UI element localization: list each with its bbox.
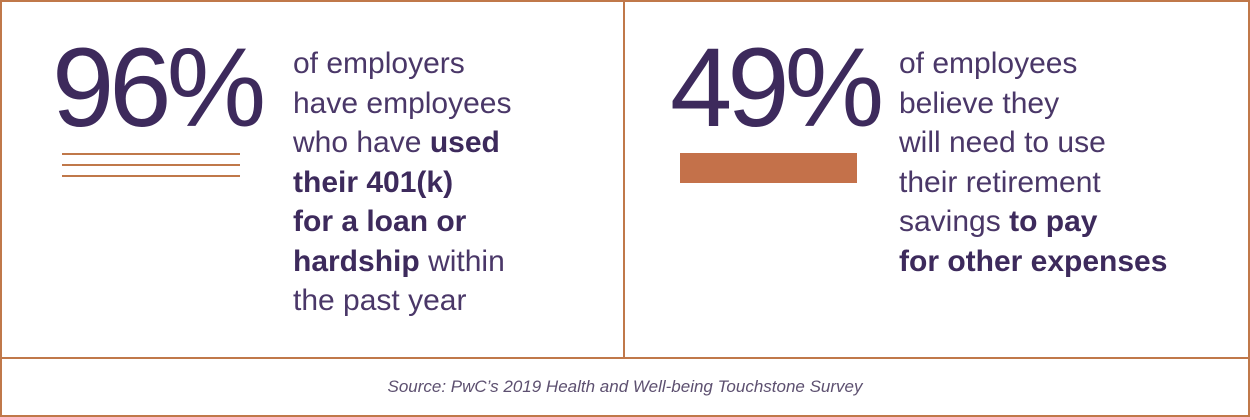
body-text: will need to use bbox=[899, 126, 1106, 159]
body-text: the past year bbox=[293, 284, 467, 317]
body-text: savings bbox=[899, 205, 1001, 238]
body-text: have employees bbox=[293, 86, 512, 120]
stat-text: of employees believe they will need to use… bbox=[899, 44, 1167, 281]
emphasis-text: their 401(k) bbox=[293, 165, 454, 199]
body-text: who have bbox=[293, 126, 422, 159]
decoration-bar bbox=[680, 153, 857, 183]
text-line: will need to use bbox=[899, 123, 1167, 163]
text-line: have employees bbox=[293, 84, 511, 124]
stat-value: 96% bbox=[52, 25, 266, 150]
body-text: of employees bbox=[899, 47, 1078, 80]
emphasis-text: for other expenses bbox=[899, 244, 1168, 278]
text-line: the past year bbox=[293, 281, 511, 321]
text-line: of employers bbox=[293, 44, 511, 84]
text-line: their retirement bbox=[899, 163, 1167, 203]
text-line: for a loan or bbox=[293, 202, 511, 242]
emphasis-text: hardship bbox=[293, 244, 420, 278]
body-text: believe they bbox=[899, 86, 1060, 120]
stat-text: of employers have employees who have used th… bbox=[293, 44, 511, 321]
stat-panel: 49% of employees believe they will need to… bbox=[625, 2, 1248, 357]
stat-value: 49% bbox=[670, 25, 884, 150]
emphasis-text: to pay bbox=[1009, 205, 1098, 238]
emphasis-text: used bbox=[429, 126, 500, 159]
text-line: savings to pay bbox=[899, 202, 1167, 242]
decoration-lines bbox=[62, 153, 240, 177]
emphasis-text: for a loan or bbox=[293, 205, 467, 238]
text-line: who have used bbox=[293, 123, 511, 163]
text-line: believe they bbox=[899, 84, 1167, 124]
source-note: Source: PwC’s 2019 Health and Well-being… bbox=[2, 357, 1248, 415]
stat-panel: 96% of employers have employees who have us… bbox=[2, 2, 625, 357]
body-text: of employers bbox=[293, 47, 465, 80]
body-text: within bbox=[428, 244, 505, 278]
text-line: for other expenses bbox=[899, 242, 1167, 282]
body-text: their retirement bbox=[899, 165, 1101, 199]
text-line: hardship within bbox=[293, 242, 511, 282]
text-line: of employees bbox=[899, 44, 1167, 84]
text-line: their 401(k) bbox=[293, 163, 511, 203]
